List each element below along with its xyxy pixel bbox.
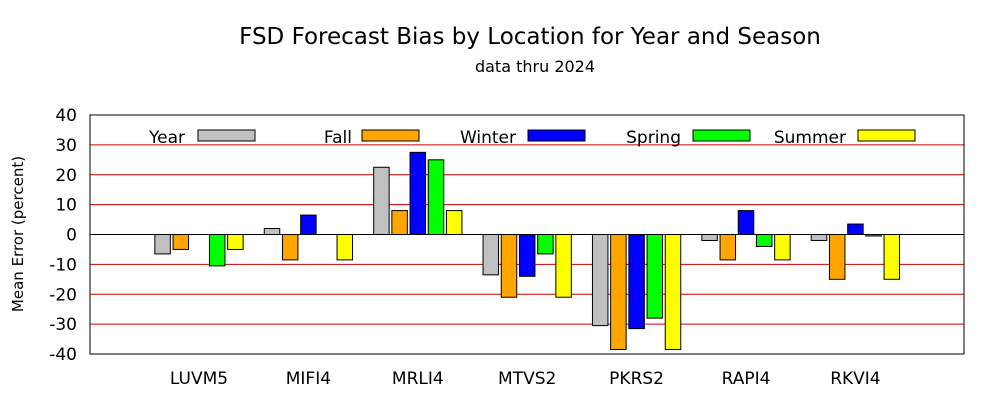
legend-swatch-summer <box>857 129 916 142</box>
bar-fall-mifi4 <box>281 234 299 261</box>
bar-summer-pkrs2 <box>664 234 682 351</box>
bar-fall-mtvs2 <box>500 234 518 298</box>
x-tick-label: MRLI4 <box>392 369 444 389</box>
y-axis-label: Mean Error (percent) <box>9 156 27 312</box>
legend-label-winter: Winter <box>460 128 516 148</box>
x-tick-label: MTVS2 <box>498 369 556 389</box>
bar-fall-mrli4 <box>391 210 408 236</box>
y-tick-label: -10 <box>49 255 77 275</box>
bar-spring-rapi4 <box>755 234 773 247</box>
bar-fall-pkrs2 <box>610 234 627 351</box>
x-tick-label: MIFI4 <box>286 369 331 389</box>
bar-summer-rapi4 <box>774 234 791 261</box>
bar-summer-luvm5 <box>227 234 244 250</box>
legend-label-year: Year <box>148 128 185 148</box>
bar-summer-mifi4 <box>336 234 354 261</box>
bar-winter-mrli4 <box>409 151 427 235</box>
y-tick-label: -20 <box>49 285 77 305</box>
x-axis-ticks: LUVM5 MIFI4 MRLI4 MTVS2 PKRS2 RAPI4 RKVI4 <box>170 369 881 389</box>
bar-spring-mrli4 <box>427 159 445 235</box>
bar-summer-rkvi4 <box>883 234 901 280</box>
bar-winter-mtvs2 <box>518 234 536 277</box>
y-tick-label: 10 <box>55 196 77 216</box>
chart-subtitle: data thru 2024 <box>475 57 595 76</box>
x-tick-label: PKRS2 <box>609 369 664 389</box>
y-tick-label: -40 <box>49 345 77 365</box>
bar-winter-mifi4 <box>300 214 317 236</box>
bar-year-pkrs2 <box>591 234 609 327</box>
y-tick-label: 40 <box>55 106 77 126</box>
bar-spring-mtvs2 <box>537 234 554 255</box>
bar-year-rapi4 <box>701 234 718 241</box>
y-tick-label: 20 <box>55 166 77 186</box>
bar-spring-luvm5 <box>208 234 226 267</box>
y-tick-label: -30 <box>49 315 77 335</box>
y-tick-label: 0 <box>66 226 77 246</box>
bar-fall-luvm5 <box>172 234 190 250</box>
bar-year-mrli4 <box>373 166 390 235</box>
bar-spring-rkvi4 <box>865 234 882 237</box>
bar-summer-mrli4 <box>445 210 463 236</box>
legend-label-fall: Fall <box>324 128 352 148</box>
legend: Year Fall Winter Spring Summer <box>148 128 916 148</box>
chart-title: FSD Forecast Bias by Location for Year a… <box>239 24 821 50</box>
bar-year-rkvi4 <box>810 234 828 241</box>
legend-label-summer: Summer <box>774 128 846 148</box>
bar-year-mifi4 <box>263 228 281 235</box>
bar-fall-rapi4 <box>719 234 737 261</box>
y-axis-ticks: 40 30 20 10 0 -10 -20 -30 -40 <box>49 106 77 365</box>
legend-swatch-winter <box>527 129 586 142</box>
bar-spring-pkrs2 <box>646 234 664 319</box>
bar-year-mtvs2 <box>482 234 500 276</box>
legend-swatch-spring <box>692 129 751 142</box>
bar-winter-rapi4 <box>737 210 755 236</box>
bar-series <box>154 151 901 351</box>
legend-label-spring: Spring <box>626 128 681 148</box>
x-tick-label: RKVI4 <box>830 369 880 389</box>
x-tick-label: LUVM5 <box>170 369 228 389</box>
bar-winter-pkrs2 <box>628 234 645 330</box>
bar-summer-mtvs2 <box>555 234 572 298</box>
plot-frame <box>89 114 965 355</box>
y-tick-label: 30 <box>55 136 77 156</box>
legend-swatch-fall <box>361 129 420 142</box>
bar-winter-rkvi4 <box>847 223 864 235</box>
x-tick-label: RAPI4 <box>722 369 771 389</box>
legend-swatch-year <box>197 129 256 142</box>
bar-year-luvm5 <box>154 234 171 255</box>
bar-fall-rkvi4 <box>828 234 846 280</box>
